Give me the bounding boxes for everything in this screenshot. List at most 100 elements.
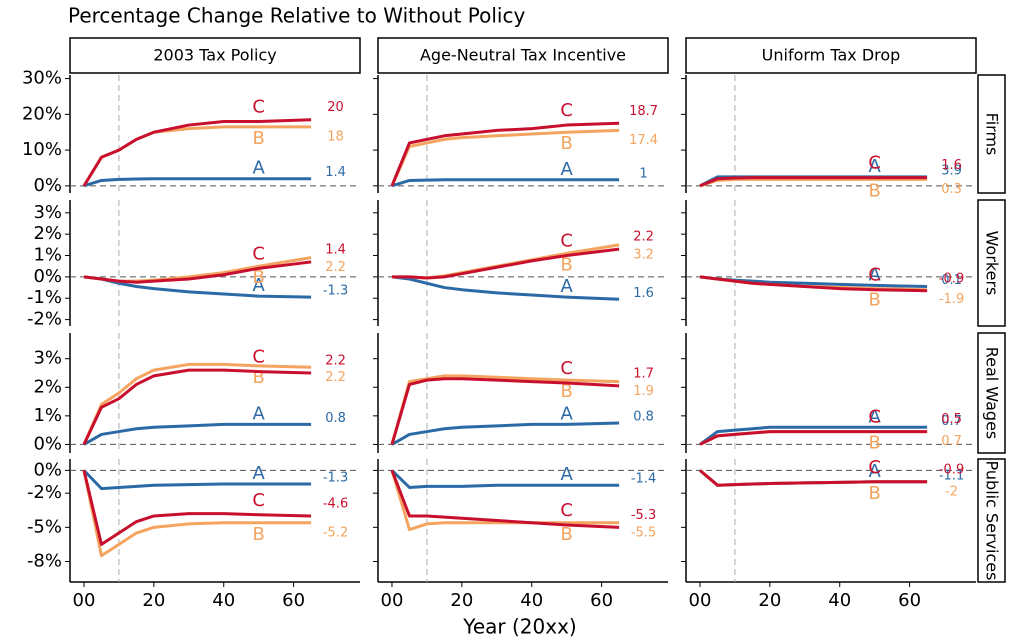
facet-label: 2003 Tax Policy — [153, 46, 276, 65]
series-label: A — [253, 275, 266, 296]
end-label: -1.9 — [939, 292, 964, 307]
facet-label-group: Firms — [983, 113, 1002, 156]
facet-strip — [377, 37, 669, 74]
series-line — [699, 177, 928, 188]
end-label: 1.9 — [633, 384, 654, 399]
facet-label-group: Real Wages — [983, 347, 1002, 440]
series-label: B — [868, 180, 880, 201]
series-label: C — [868, 153, 881, 174]
series-label: A — [253, 158, 266, 179]
y-tick-label: 1% — [33, 245, 62, 266]
series-label: A — [561, 276, 574, 297]
end-label: -1.3 — [323, 471, 348, 486]
series-label: C — [252, 96, 265, 117]
end-label: 0.8 — [633, 410, 654, 425]
series-label: C — [252, 347, 265, 368]
series-label: A — [869, 406, 882, 427]
y-tick-label: 3% — [33, 348, 62, 369]
series-label: B — [560, 524, 572, 545]
series-label: C — [560, 100, 573, 121]
series-line — [391, 243, 620, 280]
facet-strip — [977, 332, 1006, 454]
end-label: -5.2 — [323, 525, 348, 540]
end-label: 20 — [327, 100, 344, 115]
series-label: B — [252, 128, 264, 149]
x-tick-label: 20 — [758, 590, 781, 611]
end-label: 1 — [639, 166, 647, 181]
series-line — [82, 470, 312, 546]
y-tick-label: 0% — [33, 175, 62, 196]
y-tick-label: 3% — [33, 202, 62, 223]
facet-strip — [977, 74, 1006, 194]
series-line — [390, 121, 620, 187]
end-label: -1.4 — [631, 472, 656, 487]
facet-label: Age-Neutral Tax Incentive — [420, 46, 626, 65]
x-tick-label: 40 — [212, 590, 235, 611]
end-label: 1.4 — [325, 165, 346, 180]
y-tick-label: -1% — [27, 287, 62, 308]
end-label: 1.6 — [941, 158, 962, 173]
end-label: 2.2 — [633, 230, 654, 245]
series-label: A — [561, 403, 574, 424]
facet-strip — [69, 37, 361, 74]
end-label: 2.2 — [325, 354, 346, 369]
series-line — [699, 176, 928, 188]
y-tick-label: 0% — [33, 266, 62, 287]
facet-label: Real Wages — [983, 347, 1002, 440]
series-line — [391, 178, 620, 188]
series-label: A — [253, 403, 266, 424]
x-tick-label: 60 — [282, 590, 305, 611]
end-label: -0.9 — [939, 462, 964, 477]
series-label: B — [560, 254, 572, 275]
series-line — [390, 128, 620, 187]
x-axis-title: Year (20xx) — [462, 615, 576, 639]
facet-label: Firms — [983, 113, 1002, 156]
series-label: B — [868, 483, 880, 504]
x-tick-label: 20 — [142, 590, 165, 611]
end-label: 0.3 — [941, 182, 962, 197]
y-tick-label: -8% — [27, 551, 62, 572]
series-label: A — [561, 464, 574, 485]
series-line — [82, 470, 312, 558]
end-label: 0.5 — [941, 412, 962, 427]
end-label: 0.1 — [941, 273, 962, 288]
facet-label: Uniform Tax Drop — [762, 46, 901, 65]
x-tick-label: 60 — [898, 590, 921, 611]
series-label: B — [252, 267, 264, 288]
series-label: A — [253, 463, 266, 484]
end-label: 3.2 — [633, 247, 654, 262]
series-line — [390, 374, 620, 445]
end-label: -5.5 — [631, 525, 656, 540]
y-tick-label: 0% — [33, 433, 62, 454]
end-label: 1.4 — [325, 242, 346, 257]
series-line — [83, 177, 312, 188]
x-tick-label: 20 — [450, 590, 473, 611]
series-label: A — [869, 156, 882, 177]
series-label: C — [252, 243, 265, 264]
series-line — [699, 430, 928, 446]
x-tick-label: 40 — [520, 590, 543, 611]
facet-label-group: Workers — [983, 231, 1002, 296]
y-tick-label: -2% — [27, 482, 62, 503]
series-line — [699, 275, 928, 293]
y-tick-label: 2% — [33, 376, 62, 397]
series-line — [82, 368, 312, 446]
series-label: B — [868, 290, 880, 311]
end-label: 0.7 — [941, 414, 962, 429]
end-label: -5.3 — [631, 508, 656, 523]
end-label: -2 — [945, 484, 958, 499]
series-label: A — [869, 461, 882, 482]
series-label: A — [561, 159, 574, 180]
x-tick-label: 00 — [73, 590, 96, 611]
facet-label-group: Public Services — [983, 461, 1002, 581]
series-label: C — [560, 231, 573, 252]
end-label: -1.3 — [323, 284, 348, 299]
series-line — [391, 247, 620, 280]
facet-strip — [977, 458, 1006, 583]
end-label: 1.6 — [633, 286, 654, 301]
end-label: -0.9 — [939, 271, 964, 286]
series-line — [390, 377, 620, 445]
y-tick-label: -2% — [27, 309, 62, 330]
series-line — [83, 260, 312, 284]
series-line — [82, 362, 312, 446]
